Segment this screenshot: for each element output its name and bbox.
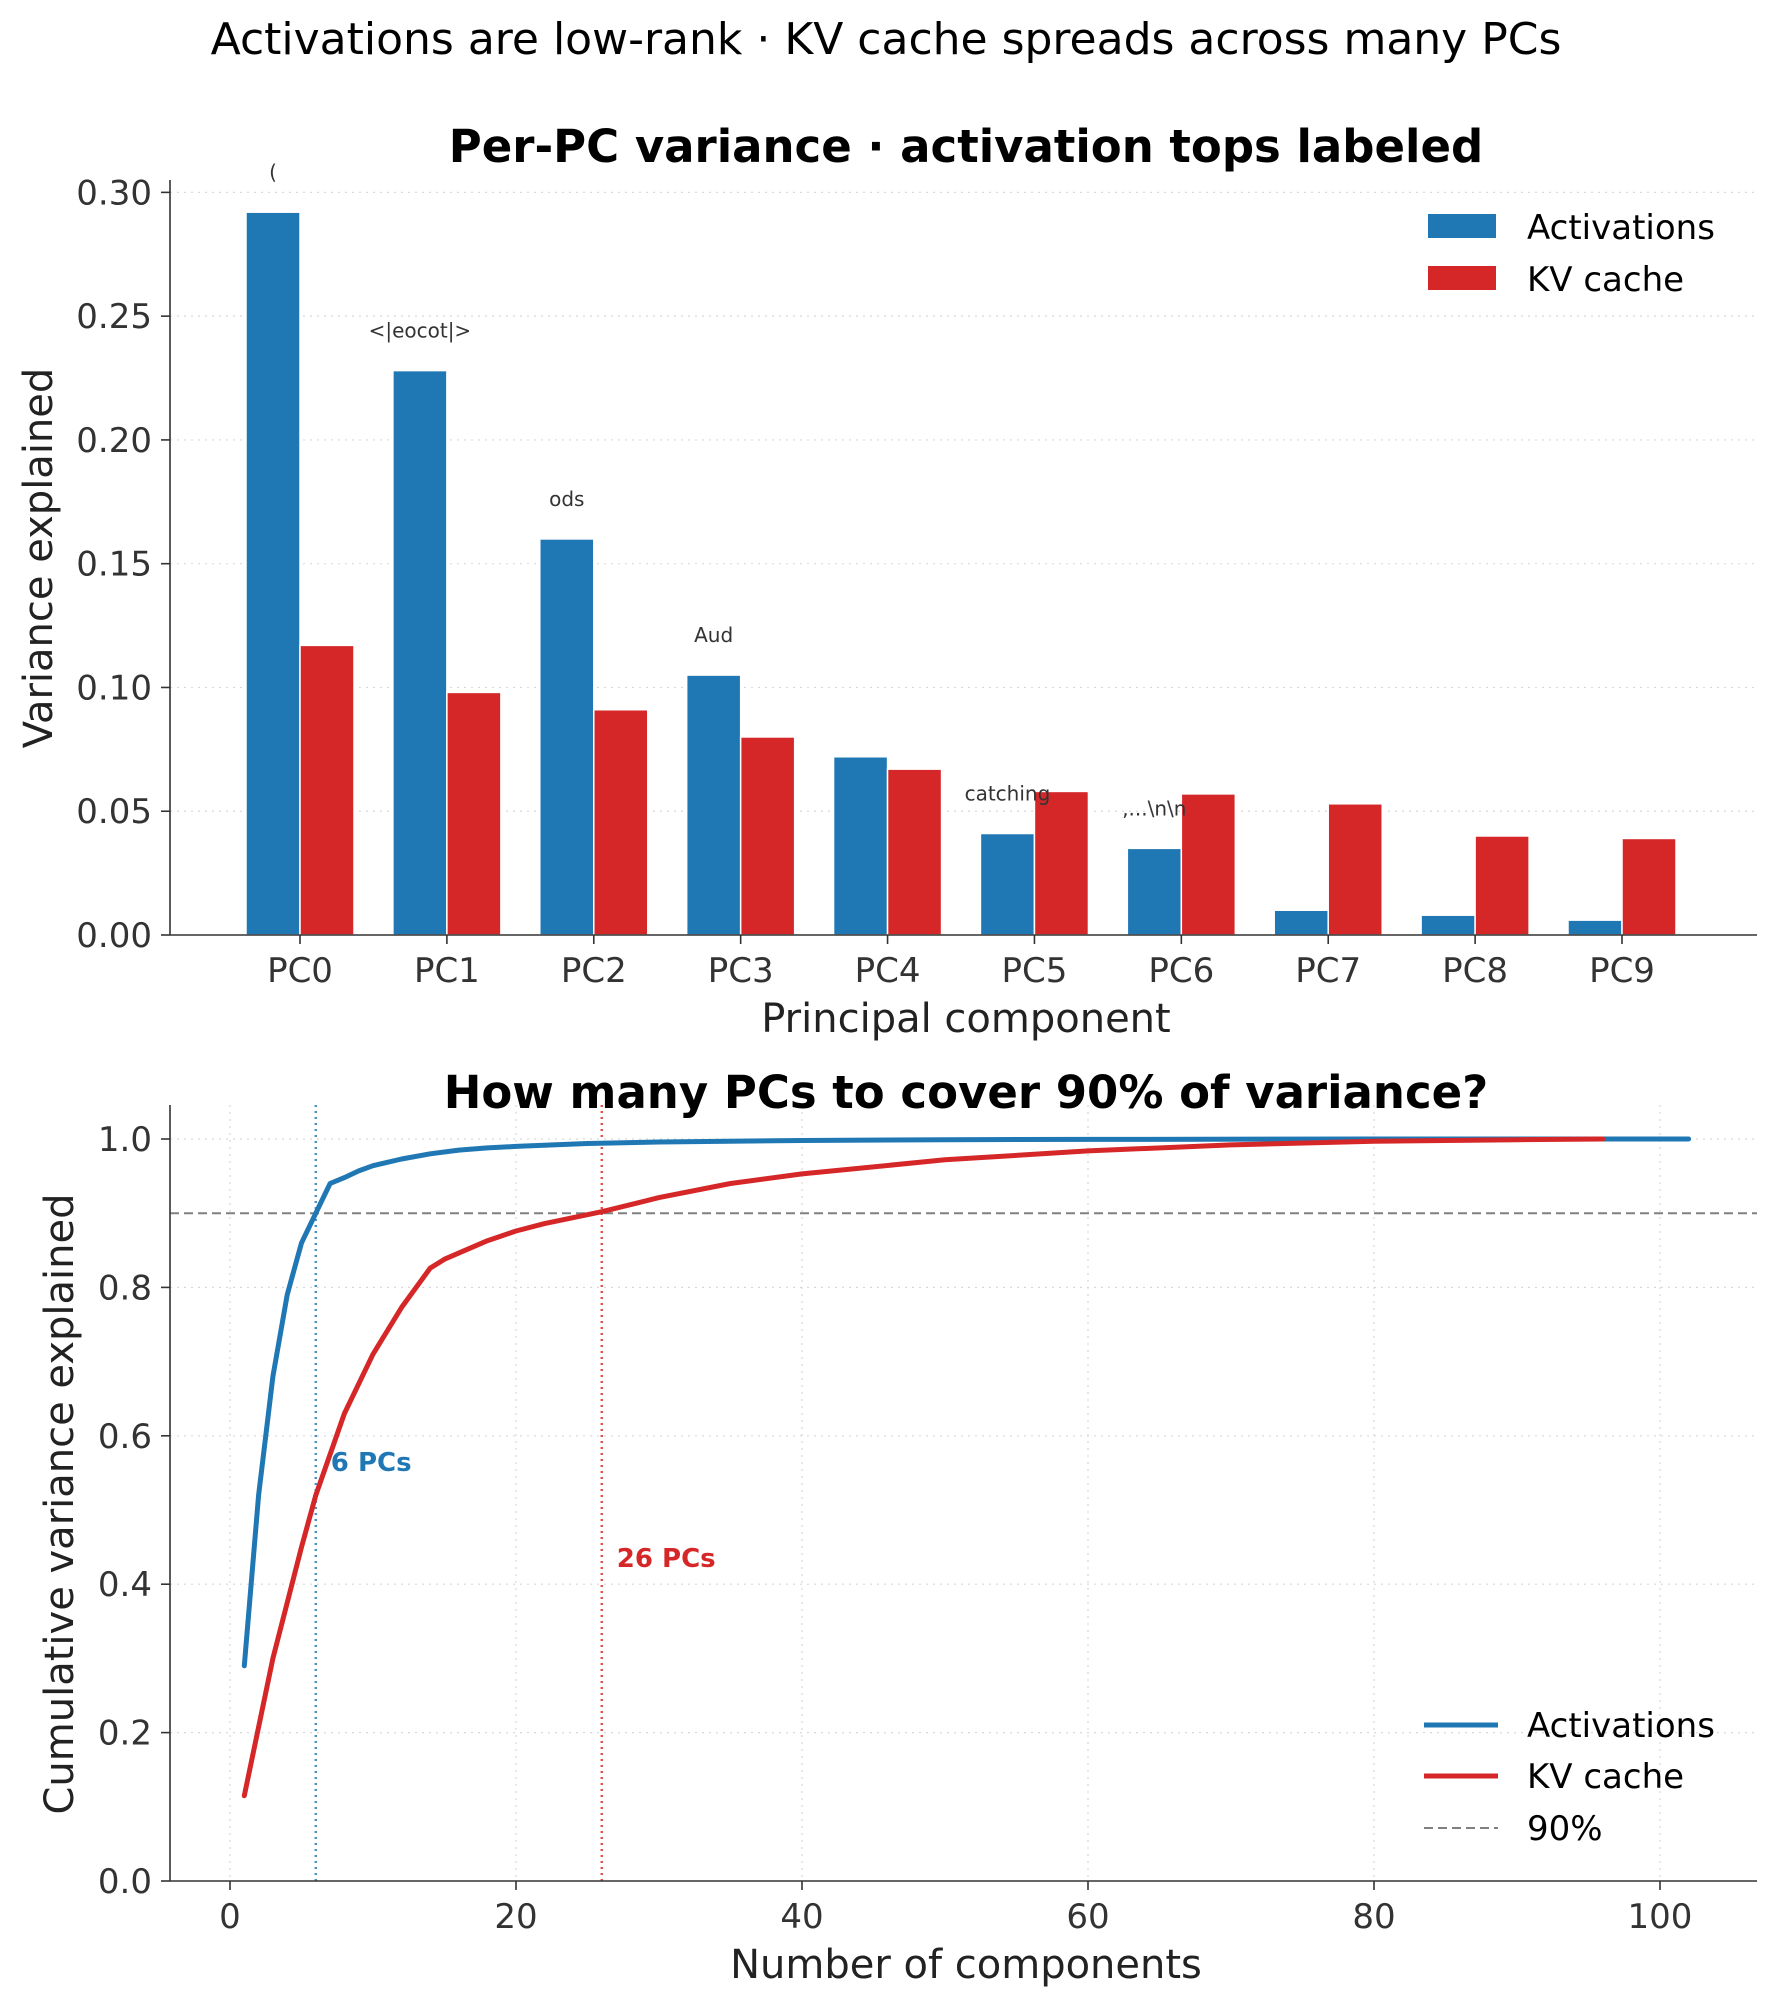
legend-label-activations: Activations xyxy=(1527,208,1715,248)
bar-chart-y-tick-label: 0.25 xyxy=(76,297,152,337)
bar-annotation-pc1: <|eocot|> xyxy=(369,319,472,343)
bar-activations-pc4 xyxy=(832,756,889,936)
bar-chart-annotations: ( <|eocot|> ods Aud catching ,...\n\n xyxy=(269,160,1186,820)
bar-activations-pc0 xyxy=(245,211,301,936)
bar-chart-legend: Activations KV cache xyxy=(1428,208,1715,300)
cumulative-chart-title: How many PCs to cover 90% of variance? xyxy=(444,1066,1489,1119)
figure-suptitle: Activations are low-rank · KV cache spre… xyxy=(211,14,1562,65)
bar-annotation-pc6: ,...\n\n xyxy=(1122,796,1186,820)
bar-kv-cache-pc6 xyxy=(1180,793,1237,936)
cumulative-chart-y-tick-label: 0.2 xyxy=(98,1714,152,1754)
bar-annotation-pc2: ods xyxy=(549,487,584,511)
cumulative-chart-legend: Activations KV cache 90% xyxy=(1424,1706,1715,1849)
bar-kv-cache-pc9 xyxy=(1621,837,1677,936)
bar-chart-x-ticks: PC0 PC1 PC2 PC3 PC4 PC5 PC6 PC7 PC8 PC9 xyxy=(267,935,1655,991)
cumulative-chart-lines xyxy=(241,1136,1692,1799)
bar-activations-pc3 xyxy=(685,674,742,936)
cumulative-chart-x-tick-label: 40 xyxy=(780,1897,823,1937)
legend-swatch-kv-cache xyxy=(1428,266,1496,290)
bar-chart-x-tick-label-pc4: PC4 xyxy=(855,951,921,991)
bar-kv-cache-pc4 xyxy=(886,768,943,936)
bar-chart-y-tick-label: 0.00 xyxy=(76,916,152,956)
bar-chart-title: Per-PC variance · activation tops labele… xyxy=(449,120,1483,173)
bar-activations-pc6 xyxy=(1126,847,1183,936)
bar-chart-y-tick-label: 0.30 xyxy=(76,173,152,213)
bar-kv-cache-pc1 xyxy=(446,691,502,936)
bar-kv-cache-pc3 xyxy=(739,736,796,936)
cumulative-chart-y-tick-label: 0.0 xyxy=(98,1862,152,1902)
bar-chart-y-tick-label: 0.05 xyxy=(76,792,152,832)
bar-kv-cache-pc7 xyxy=(1327,803,1383,936)
bar-activations-pc5 xyxy=(979,832,1036,936)
bar-activations-pc8 xyxy=(1420,914,1476,936)
cumulative-chart-reference-lines xyxy=(170,1105,1757,1881)
cumulative-chart-gridlines xyxy=(170,1105,1757,1881)
cumulative-chart-x-tick-label: 60 xyxy=(1066,1897,1109,1937)
bar-chart-y-tick-label: 0.10 xyxy=(76,668,152,708)
cumulative-chart-x-tick-label: 80 xyxy=(1352,1897,1395,1937)
legend-label-kv-cache: KV cache xyxy=(1527,260,1684,300)
cumulative-chart-x-tick-label: 0 xyxy=(219,1897,241,1937)
bar-chart-y-tick-label: 0.20 xyxy=(76,421,152,461)
bar-chart-x-tick-label-pc5: PC5 xyxy=(1002,951,1068,991)
legend-label-90-percent: 90% xyxy=(1527,1809,1603,1849)
bar-chart-x-tick-label-pc8: PC8 xyxy=(1442,951,1508,991)
cumulative-chart-x-label: Number of components xyxy=(730,1942,1202,1988)
cumulative-chart-x-tick-label: 100 xyxy=(1628,1897,1693,1937)
bar-chart-x-tick-label-pc7: PC7 xyxy=(1295,951,1361,991)
bar-kv-cache-pc8 xyxy=(1474,835,1530,936)
bar-chart-y-tick-label: 0.15 xyxy=(76,545,152,585)
bar-kv-cache-pc0 xyxy=(299,644,355,936)
bar-chart-x-tick-label-pc1: PC1 xyxy=(414,951,480,991)
bar-kv-cache-pc5 xyxy=(1033,790,1090,936)
bar-activations-pc2 xyxy=(539,538,595,936)
bar-chart-x-tick-label-pc3: PC3 xyxy=(708,951,774,991)
bar-chart-x-tick-label-pc6: PC6 xyxy=(1148,951,1214,991)
bar-chart-x-tick-label-pc2: PC2 xyxy=(561,951,627,991)
bar-activations-pc9 xyxy=(1567,919,1623,936)
legend-label-activations-cumulative: Activations xyxy=(1527,1706,1715,1746)
bar-activations-pc1 xyxy=(392,369,448,936)
bar-kv-cache-pc2 xyxy=(593,708,649,936)
cumulative-chart-panel: 6 PCs 26 PCs 0.0 0.2 0.4 0.6 0.8 1.0 0 20 40 60 80… xyxy=(37,1066,1757,1988)
cumulative-chart-y-tick-label: 0.4 xyxy=(98,1565,152,1605)
bar-chart-x-label: Principal component xyxy=(761,996,1170,1042)
cumulative-chart-x-tick-label: 20 xyxy=(494,1897,537,1937)
threshold-label-activations: 6 PCs xyxy=(331,1448,412,1478)
bar-chart-y-label: Variance explained xyxy=(16,368,62,749)
cumulative-chart-y-label: Cumulative variance explained xyxy=(37,1194,83,1815)
bar-chart-bars xyxy=(245,211,1677,936)
cumulative-chart-y-ticks: 0.0 0.2 0.4 0.6 0.8 1.0 xyxy=(98,1120,170,1902)
series-line-kv-cache xyxy=(241,1136,1606,1799)
cumulative-chart-y-tick-label: 0.8 xyxy=(98,1268,152,1308)
cumulative-chart-y-tick-label: 1.0 xyxy=(98,1120,152,1160)
threshold-label-kv-cache: 26 PCs xyxy=(617,1544,716,1574)
legend-label-kv-cache-cumulative: KV cache xyxy=(1527,1757,1684,1797)
bar-activations-pc7 xyxy=(1273,909,1329,936)
bar-chart-x-tick-label-pc9: PC9 xyxy=(1589,951,1655,991)
bar-chart-y-ticks: 0.00 0.05 0.10 0.15 0.20 0.25 0.30 xyxy=(76,173,170,956)
series-line-activations xyxy=(241,1136,1692,1669)
cumulative-chart-y-tick-label: 0.6 xyxy=(98,1417,152,1457)
bar-annotation-pc0: ( xyxy=(269,160,277,184)
cumulative-chart-threshold-labels: 6 PCs 26 PCs xyxy=(331,1448,716,1574)
bar-annotation-pc3: Aud xyxy=(694,623,733,647)
bar-chart-x-tick-label-pc0: PC0 xyxy=(267,951,333,991)
legend-swatch-activations xyxy=(1428,214,1496,238)
bar-annotation-pc5: catching xyxy=(965,782,1051,806)
cumulative-chart-x-ticks: 0 20 40 60 80 100 xyxy=(219,1881,1692,1937)
